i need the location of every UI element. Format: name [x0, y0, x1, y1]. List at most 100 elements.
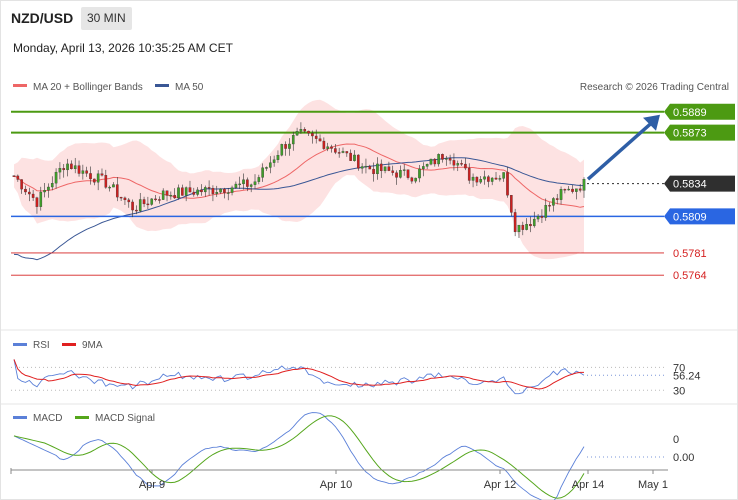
candle-body [288, 143, 291, 149]
candle-body [311, 133, 314, 137]
candle-body [376, 163, 379, 175]
chart-datetime: Monday, April 13, 2026 10:35:25 AM CET [13, 41, 233, 55]
candle-body [284, 144, 287, 149]
candle-body [253, 181, 257, 185]
candle-body [249, 184, 253, 187]
candle-body [230, 187, 234, 193]
candle-body [578, 188, 582, 191]
candle-body [510, 195, 513, 213]
candle-body [318, 138, 322, 142]
macd-legend-swatch [13, 416, 27, 419]
interval-badge[interactable]: 30 MIN [81, 7, 132, 30]
candle-body [414, 177, 417, 182]
rsi-line [13, 359, 585, 395]
candle-body [303, 129, 307, 132]
candle-body [406, 169, 410, 178]
candle-body [181, 187, 184, 196]
macd-axis-label: 0 [673, 434, 679, 446]
candle-body [571, 188, 574, 192]
candle-body [269, 162, 272, 168]
candle-body [47, 186, 50, 191]
candle-body [395, 172, 398, 178]
level-label-resistance: 0.5873 [673, 128, 707, 140]
candle-body [555, 198, 559, 200]
macd-signal-legend-swatch [75, 416, 89, 419]
candle-body [192, 191, 196, 195]
x-axis-label: May 1 [638, 479, 668, 491]
candle-body [150, 198, 154, 205]
level-tag-pivot [664, 208, 735, 225]
rsi9-line [13, 359, 584, 390]
candle-body [563, 189, 567, 191]
candle-body [207, 187, 211, 189]
candle-body [387, 166, 391, 171]
macd-signal-legend-label: MACD Signal [95, 413, 155, 424]
candle-body [119, 196, 123, 199]
candle-body [215, 192, 219, 194]
candle-body [234, 183, 238, 188]
candle-body [154, 198, 157, 201]
price-levels: 0.5889 0.5873 0.5834 0.5809 0.5781 0.5764 [11, 103, 735, 282]
candle-body [314, 135, 318, 139]
candle-body [487, 176, 490, 182]
candle-body [448, 158, 452, 161]
x-axis-label: Apr 12 [484, 479, 516, 491]
rsi-legend-label: RSI [33, 340, 50, 351]
candle-body [115, 184, 119, 198]
candle-body [429, 158, 433, 165]
candle-body [12, 175, 16, 177]
candle-body [104, 175, 108, 188]
candle-body [536, 216, 540, 220]
candle-body [39, 191, 43, 207]
rsi-legend-swatch [13, 343, 27, 346]
candle-body [544, 205, 548, 218]
level-tag-resistance [664, 124, 735, 141]
candle-body [498, 178, 502, 180]
candle-body [62, 168, 66, 171]
candle-body [444, 158, 448, 160]
level-tag-current [664, 175, 735, 192]
candle-body [43, 190, 46, 193]
candle-body [441, 154, 444, 160]
candle-body [196, 189, 199, 195]
candle-body [112, 184, 115, 188]
candle-body [341, 151, 345, 153]
candle-body [529, 224, 532, 227]
level-tag-resistance [664, 103, 735, 120]
level-label-support: 0.5764 [673, 270, 707, 282]
candle-body [246, 179, 249, 187]
x-axis-label: Apr 14 [572, 479, 604, 491]
candle-body [89, 173, 92, 180]
candle-body [28, 191, 31, 195]
candle-body [169, 194, 173, 197]
candle-body [422, 166, 425, 170]
candle-body [464, 163, 467, 169]
forecast-arrow-head [643, 114, 660, 131]
candle-body [219, 188, 222, 193]
candle-body [483, 176, 486, 180]
x-axis-label: Apr 9 [139, 479, 165, 491]
candle-body [158, 199, 161, 201]
candle-body [257, 177, 261, 182]
candle-body [123, 197, 127, 201]
candle-body [31, 193, 35, 198]
x-axis: Apr 9 Apr 10 Apr 12 Apr 14 May 1 [10, 468, 668, 491]
rsi-axis-label: 56.24 [673, 370, 701, 382]
candle-body [127, 199, 131, 203]
candle-body [467, 167, 471, 181]
candle-body [100, 173, 104, 176]
candle-body [460, 163, 463, 165]
candle-body [337, 152, 341, 154]
candle-body [517, 224, 521, 233]
candle-body [223, 188, 226, 193]
candle-body [265, 167, 268, 169]
candle-body [272, 159, 276, 163]
candle-body [184, 187, 188, 196]
candle-body [494, 177, 498, 180]
candle-body [96, 173, 100, 183]
candle-body [177, 187, 180, 199]
candle-body [70, 163, 73, 170]
candle-body [410, 177, 414, 182]
candle-body [379, 163, 383, 172]
candle-body [299, 129, 303, 132]
